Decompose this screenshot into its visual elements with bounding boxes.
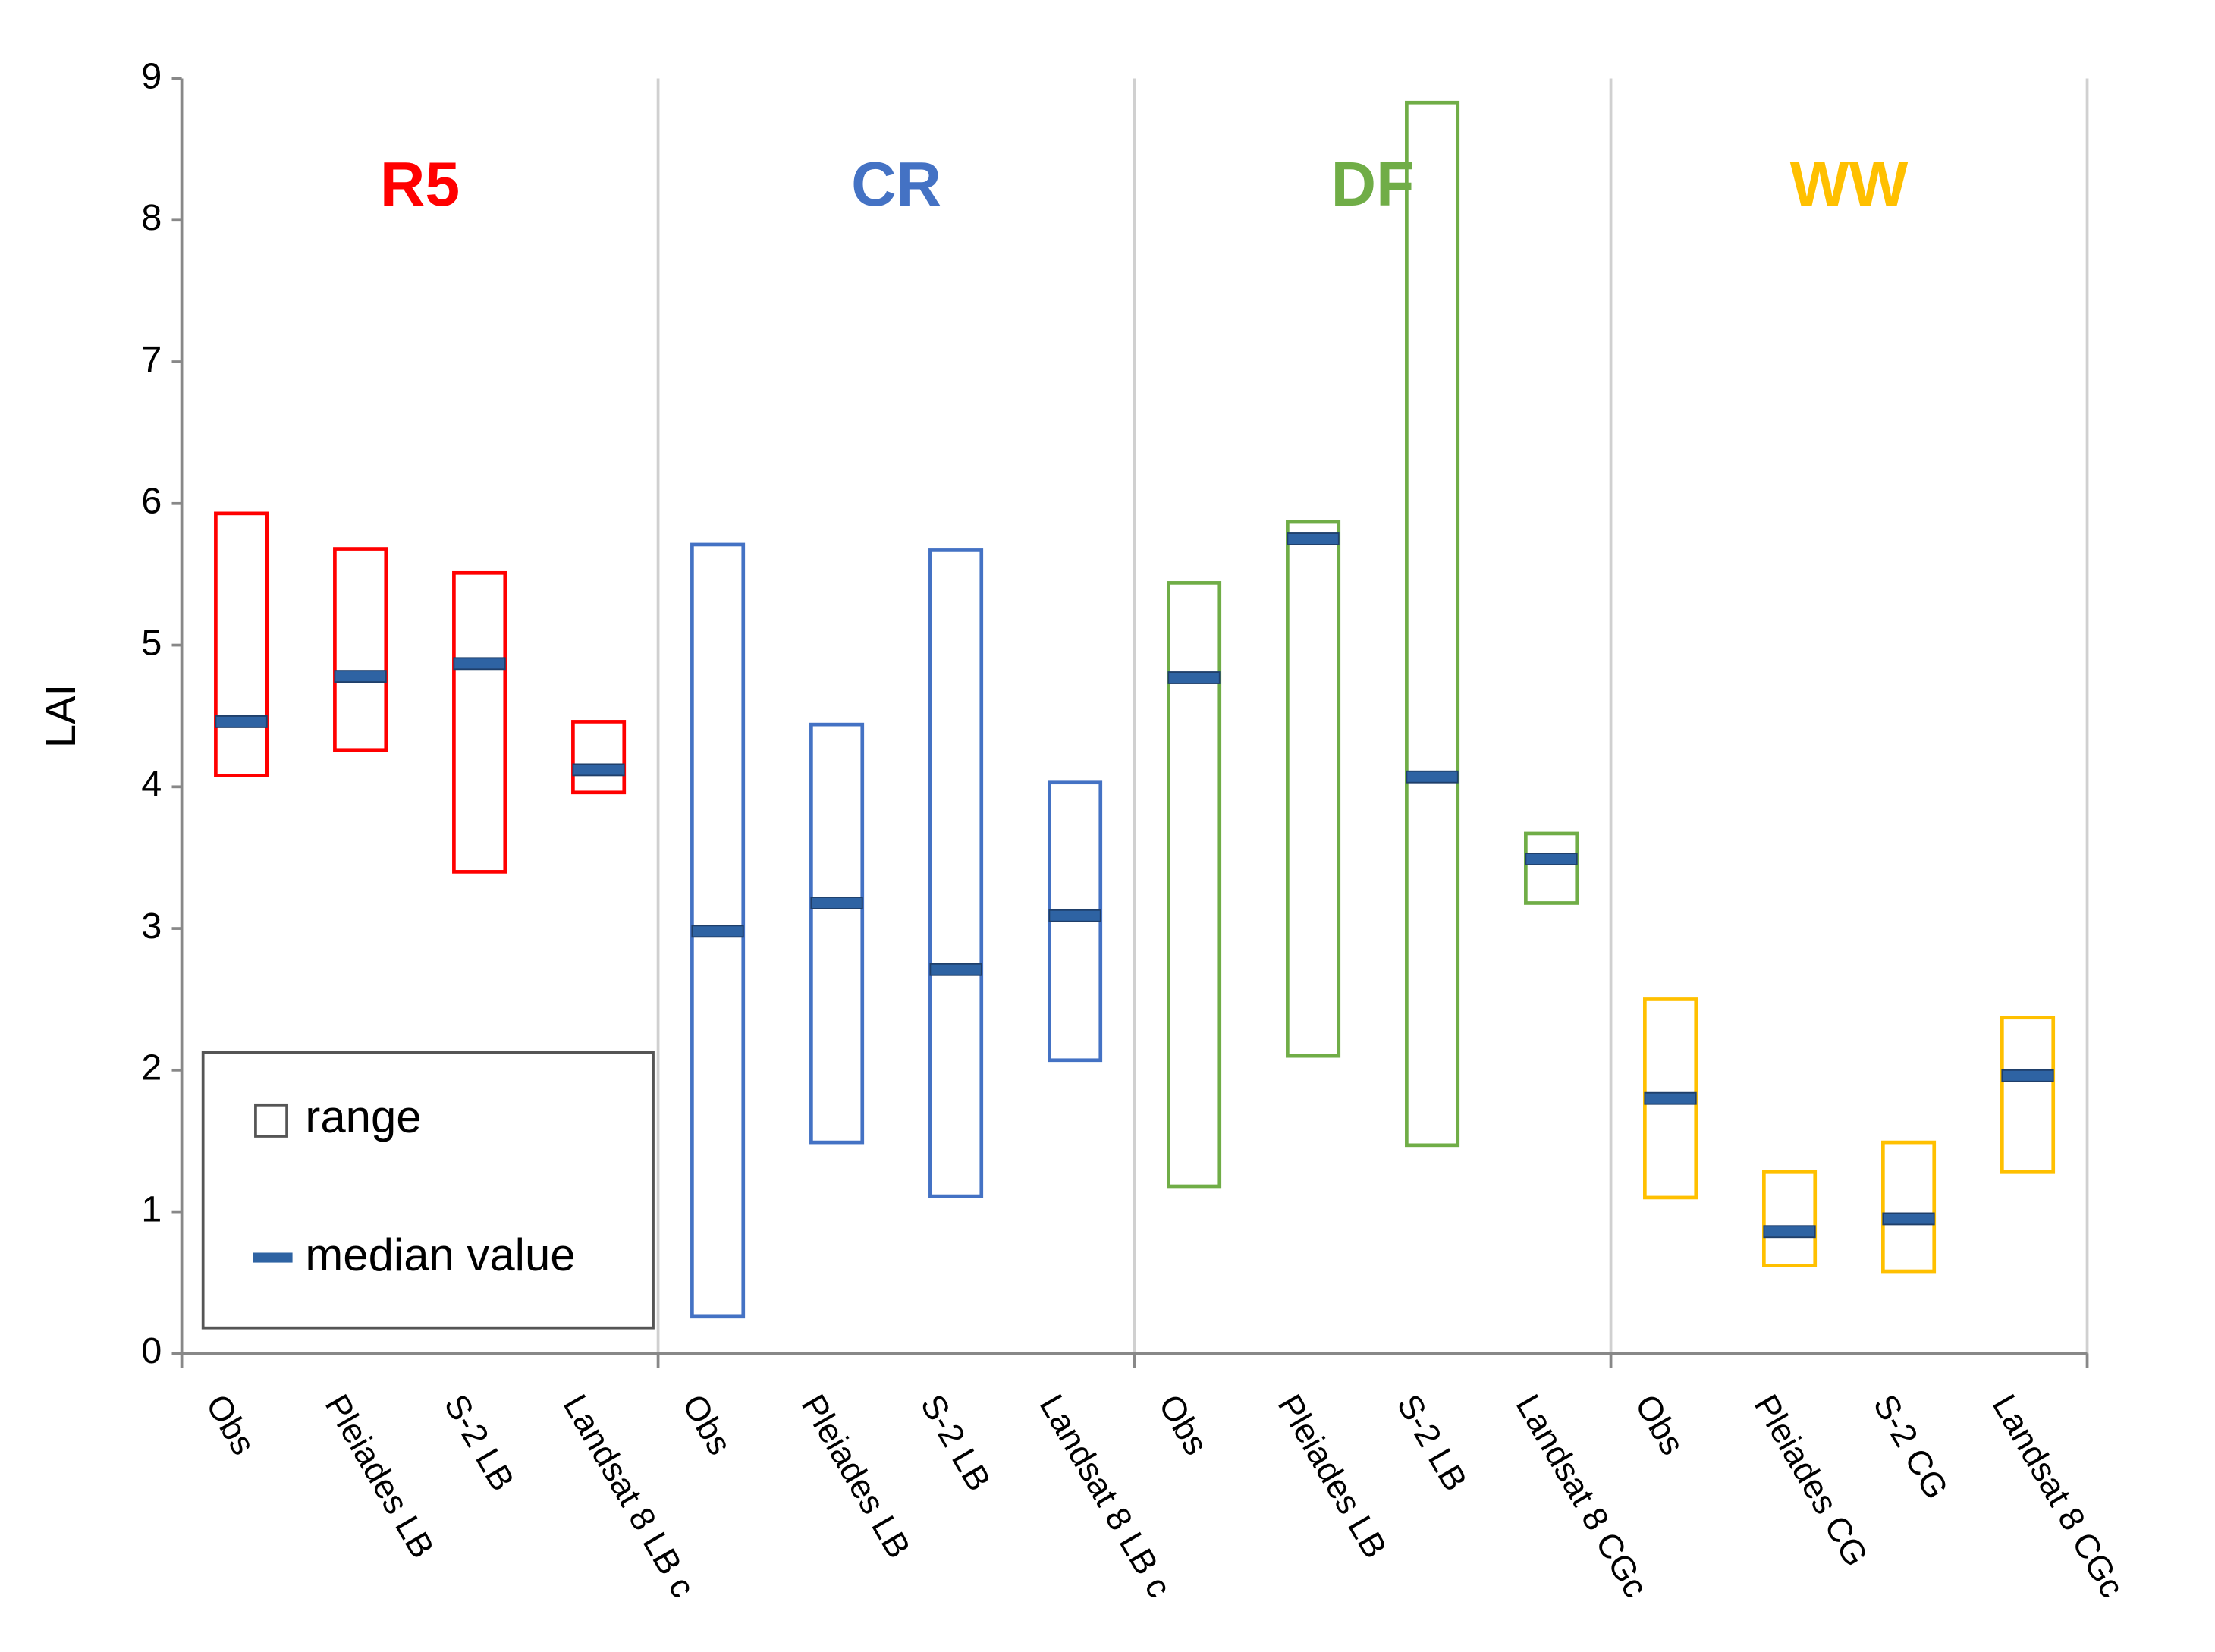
y-tick-label: 9 (141, 55, 162, 96)
median-mark (1406, 770, 1459, 784)
range-box (452, 570, 507, 874)
median-mark (215, 715, 268, 728)
range-box (2000, 1016, 2056, 1174)
y-tick-label: 8 (141, 197, 162, 238)
y-tick-label: 4 (141, 764, 162, 805)
range-box (214, 511, 269, 777)
median-mark (453, 657, 506, 671)
median-mark (1882, 1212, 1935, 1226)
range-box (1524, 831, 1579, 905)
median-mark (1763, 1225, 1816, 1239)
median-mark (1048, 909, 1101, 922)
range-box (571, 720, 627, 795)
legend-range-swatch (254, 1103, 288, 1138)
median-mark (2001, 1069, 2054, 1082)
legend-median-swatch (253, 1252, 293, 1263)
median-mark (334, 670, 387, 683)
y-tick-label: 2 (141, 1047, 162, 1088)
legend-box (201, 1051, 655, 1330)
legend-label: range (305, 1091, 421, 1142)
y-tick-label: 6 (141, 481, 162, 522)
y-tick-label: 0 (141, 1330, 162, 1371)
median-mark (572, 763, 625, 777)
group-title: CR (851, 149, 941, 219)
median-mark (810, 897, 863, 909)
y-axis-label: LAI (36, 684, 84, 748)
median-mark (1287, 532, 1340, 545)
group-title: R5 (380, 149, 460, 219)
legend-label: median value (305, 1230, 575, 1280)
median-mark (1525, 853, 1578, 865)
range-box (333, 547, 388, 752)
group-title: DF (1331, 149, 1415, 219)
median-mark (691, 925, 744, 938)
median-mark (1644, 1091, 1697, 1105)
y-tick-label: 5 (141, 622, 162, 663)
range-box (1286, 520, 1341, 1058)
median-mark (1167, 671, 1221, 684)
range-box (809, 722, 865, 1145)
y-tick-label: 7 (141, 339, 162, 380)
range-box (1167, 581, 1222, 1189)
range-box (928, 548, 984, 1198)
median-mark (929, 963, 982, 976)
y-tick-label: 1 (141, 1189, 162, 1230)
y-tick-label: 3 (141, 906, 162, 947)
range-box (1405, 100, 1460, 1148)
range-box (1762, 1170, 1818, 1267)
group-title: WW (1790, 149, 1909, 219)
range-box (1881, 1140, 1937, 1274)
